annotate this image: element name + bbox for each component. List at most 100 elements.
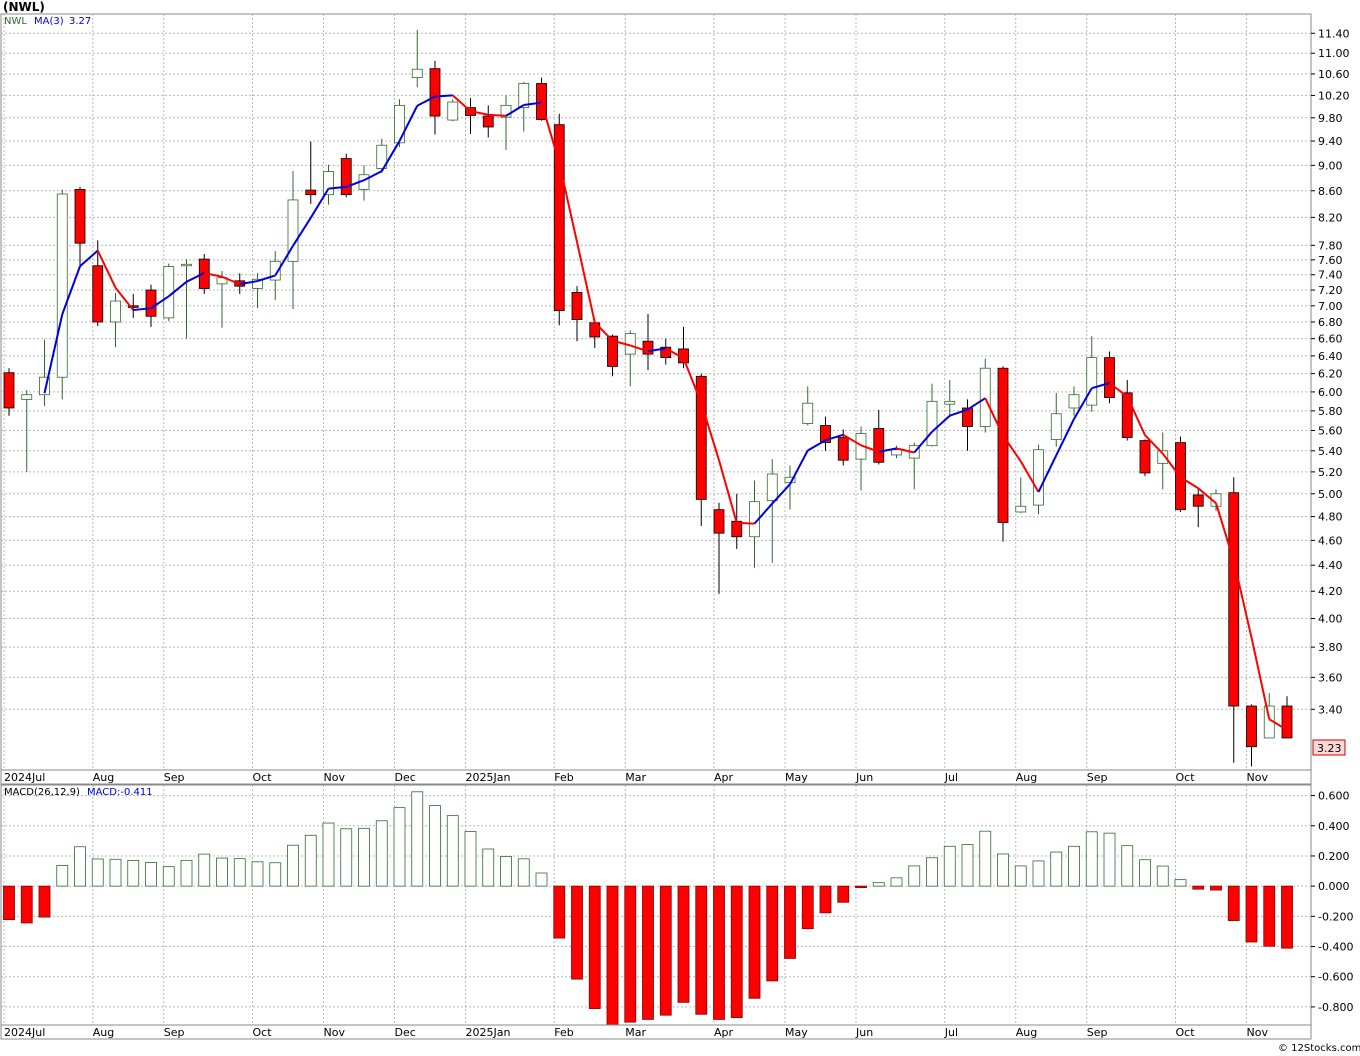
- moving-average-segment: [309, 188, 330, 219]
- macd-bar: [1103, 832, 1116, 887]
- moving-average-segment: [1055, 418, 1075, 456]
- candle-body: [1015, 505, 1027, 513]
- macd-x-tick-label: 2024Jul: [4, 1026, 45, 1039]
- price-tick-label: 6.60: [1318, 333, 1343, 346]
- candle-body: [145, 289, 157, 317]
- macd-bar: [411, 791, 424, 887]
- price-tick-label: 5.60: [1318, 424, 1343, 437]
- moving-average-segment: [771, 483, 791, 505]
- moving-average-segment: [718, 459, 738, 524]
- macd-bars: [3, 791, 1293, 1026]
- macd-tick-label: -0.200: [1318, 910, 1353, 923]
- macd-bar: [358, 827, 370, 887]
- macd-y-axis: 0.600 0.400 0.200 0.000 -0.200 -0.400 -0.600 -0…: [1311, 790, 1353, 1014]
- price-x-tick-label: Aug: [93, 771, 114, 784]
- price-x-tick-label: May: [785, 771, 808, 784]
- macd-bar: [748, 885, 761, 999]
- legend-ma-value: 3.27: [69, 16, 91, 27]
- macd-bar: [624, 885, 637, 1023]
- moving-average-segment: [842, 433, 862, 447]
- moving-average-segment: [114, 287, 135, 311]
- moving-average-segment: [452, 94, 472, 112]
- moving-average-segment: [594, 321, 614, 342]
- macd-tick-label: -0.600: [1318, 971, 1353, 984]
- candle-body: [553, 124, 565, 311]
- price-x-tick-label: Feb: [554, 771, 573, 784]
- candle-body: [766, 473, 778, 501]
- macd-bar: [553, 885, 566, 939]
- candle-body: [56, 193, 68, 378]
- moving-average-segment: [79, 249, 99, 267]
- moving-average-segment: [1215, 502, 1235, 561]
- candle-body: [500, 104, 512, 118]
- price-y-axis: 11.40 11.00 10.60 10.20 9.80 9.40 9.00 8.60 8.20…: [1311, 27, 1350, 716]
- candle-body: [926, 400, 938, 447]
- moving-average-segment: [1019, 460, 1040, 493]
- price-tick-label: 7.80: [1318, 239, 1343, 252]
- candle-body: [1139, 440, 1151, 474]
- macd-bar: [659, 885, 672, 1016]
- last-price-label: 3.23: [1317, 742, 1342, 755]
- macd-bar: [127, 860, 140, 887]
- candle-body: [21, 394, 33, 400]
- candle-body: [518, 83, 530, 109]
- moving-average-segment: [1161, 452, 1182, 478]
- macd-bar: [180, 859, 193, 887]
- price-tick-label: 6.20: [1318, 368, 1343, 381]
- macd-bar: [500, 855, 512, 887]
- macd-bar: [890, 877, 903, 887]
- macd-x-tick-label: Jun: [855, 1026, 873, 1039]
- macd-bar: [1121, 845, 1134, 887]
- price-tick-label: 10.20: [1318, 89, 1350, 102]
- price-tick-label: 6.80: [1318, 316, 1343, 329]
- macd-x-tick-label: Jul: [944, 1026, 958, 1039]
- macd-bar: [819, 885, 832, 914]
- candle-body: [394, 104, 405, 144]
- moving-average-segment: [789, 449, 809, 485]
- macd-bar: [801, 885, 814, 930]
- moving-average-segment: [931, 414, 951, 433]
- candle-body: [979, 367, 991, 427]
- moving-average-segment: [133, 307, 152, 312]
- macd-bar: [393, 807, 406, 887]
- macd-bar: [91, 858, 104, 887]
- macd-bar: [1227, 885, 1240, 921]
- macd-x-tick-label: Dec: [395, 1026, 416, 1039]
- macd-bar: [429, 805, 441, 887]
- macd-x-tick-label: Sep: [164, 1026, 185, 1039]
- macd-bar: [340, 828, 353, 887]
- candle-body: [962, 407, 973, 427]
- last-price-tag-box: [1312, 739, 1346, 756]
- price-x-tick-label: Aug: [1016, 771, 1037, 784]
- macd-tick-label: -0.800: [1318, 1001, 1353, 1014]
- macd-x-tick-label: Aug: [1016, 1026, 1037, 1039]
- moving-average-segment: [416, 95, 436, 107]
- candle-body: [269, 260, 281, 281]
- moving-average-segment: [913, 431, 933, 454]
- moving-average-segment: [345, 179, 365, 188]
- candle-body: [1033, 449, 1044, 506]
- moving-average-segment: [43, 314, 64, 394]
- candle-body: [802, 402, 814, 424]
- macd-bar: [269, 862, 282, 887]
- macd-bar: [1085, 831, 1098, 887]
- price-tick-label: 7.20: [1318, 284, 1343, 297]
- price-tick-label: 10.60: [1318, 68, 1350, 81]
- legend-symbol: NWL: [4, 16, 27, 27]
- moving-average-segment: [523, 101, 542, 106]
- macd-bar: [979, 830, 992, 887]
- macd-bar: [943, 845, 956, 887]
- macd-bar: [571, 885, 583, 980]
- macd-x-tick-label: Sep: [1087, 1026, 1108, 1039]
- candle-body: [873, 428, 885, 463]
- moving-average-segment: [1126, 396, 1146, 436]
- macd-x-tick-label: Aug: [93, 1026, 114, 1039]
- macd-bar: [56, 865, 69, 887]
- candle-body: [92, 265, 104, 323]
- price-x-tick-label: Apr: [714, 771, 734, 784]
- macd-x-tick-label: Nov: [324, 1026, 346, 1039]
- moving-average-segment: [629, 344, 649, 353]
- moving-average-segment: [505, 104, 525, 117]
- candle-body: [340, 158, 352, 196]
- price-tick-label: 3.60: [1318, 671, 1343, 684]
